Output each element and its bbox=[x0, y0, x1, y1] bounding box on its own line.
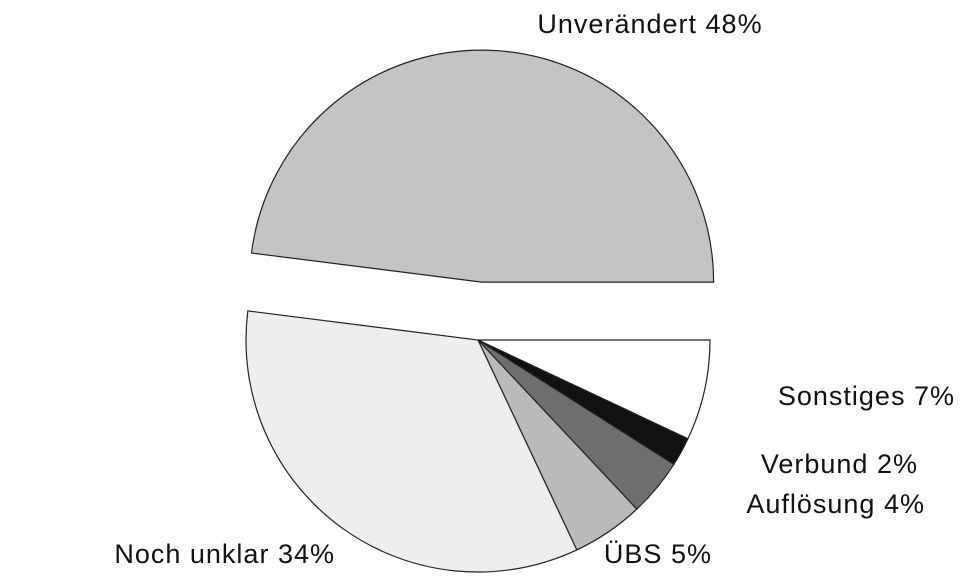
slice-label: Auflösung 4% bbox=[746, 489, 925, 519]
category-label: Auflösung bbox=[746, 489, 875, 519]
value-label: 4% bbox=[884, 489, 925, 519]
value-label: 48% bbox=[706, 9, 763, 39]
category-label: Unverändert bbox=[537, 9, 697, 39]
pie-slice bbox=[477, 339, 711, 440]
slice-label: Verbund 2% bbox=[761, 449, 918, 479]
value-label: 5% bbox=[671, 539, 712, 569]
value-label: 7% bbox=[914, 381, 955, 411]
pie-slice bbox=[250, 49, 715, 283]
category-label: ÜBS bbox=[604, 539, 663, 569]
pie-slice bbox=[245, 310, 578, 573]
slice-label: Sonstiges 7% bbox=[778, 381, 955, 411]
value-label: 34% bbox=[278, 539, 335, 569]
slice-label: Noch unklar 34% bbox=[114, 539, 335, 569]
category-label: Verbund bbox=[761, 449, 869, 479]
category-label: Sonstiges bbox=[778, 381, 906, 411]
slice-label: Unverändert 48% bbox=[537, 9, 762, 39]
slice-label: ÜBS 5% bbox=[604, 539, 712, 569]
category-label: Noch unklar bbox=[114, 539, 269, 569]
value-label: 2% bbox=[877, 449, 918, 479]
